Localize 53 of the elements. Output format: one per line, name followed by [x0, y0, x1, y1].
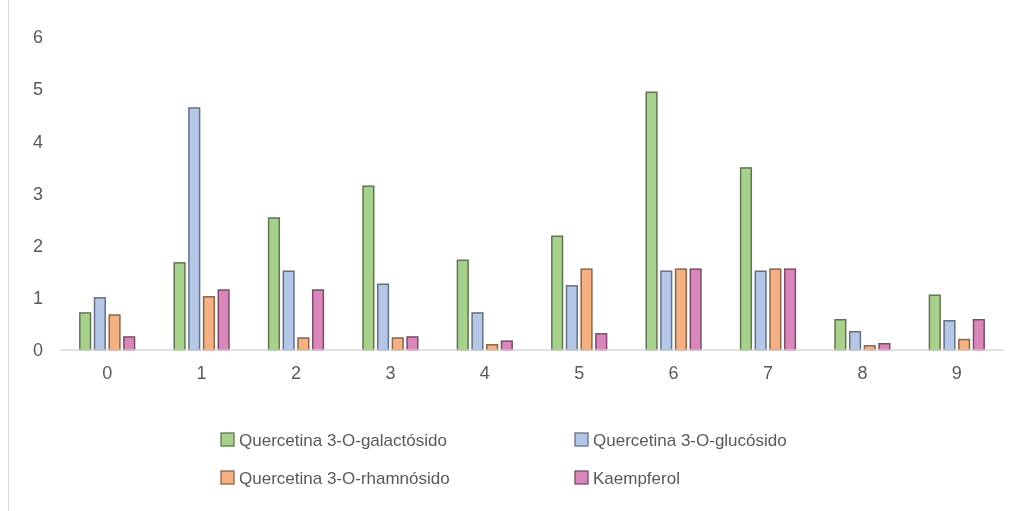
x-tick-label: 9 [951, 363, 962, 383]
bar [376, 283, 390, 351]
bar [173, 262, 186, 351]
bar [660, 270, 673, 351]
bar [202, 296, 216, 351]
bar [595, 333, 608, 351]
bar [928, 294, 941, 351]
x-tick-label: 6 [668, 363, 679, 383]
x-tick-label: 0 [102, 363, 113, 383]
bar [93, 297, 106, 351]
bar [551, 235, 564, 351]
bar [769, 268, 782, 351]
x-tick-label: 5 [574, 363, 585, 383]
bar [689, 268, 702, 351]
bar [267, 217, 281, 351]
y-tick-label: 3 [32, 183, 44, 204]
bar [471, 312, 484, 351]
y-tick-label: 1 [32, 288, 44, 309]
bar [456, 259, 469, 351]
bar [972, 318, 985, 351]
bar [645, 91, 658, 351]
legend-label: Kaempferol [593, 468, 680, 488]
y-tick-label: 5 [32, 79, 44, 100]
bar [108, 314, 121, 351]
legend-label: Quercetina 3-O-galactósido [239, 430, 447, 450]
bar [217, 289, 230, 351]
x-tick-label: 8 [857, 363, 868, 383]
legend-label: Quercetina 3-O-rhamnósido [239, 468, 450, 488]
y-tick-label: 4 [32, 131, 44, 152]
bar [674, 268, 688, 351]
bar [943, 320, 956, 351]
bar [406, 336, 419, 351]
y-tick-label: 2 [32, 235, 44, 256]
x-tick-label: 3 [385, 363, 396, 383]
bar [848, 330, 862, 351]
bar [362, 185, 375, 351]
bar [282, 270, 295, 351]
bar [739, 167, 753, 351]
bar [580, 268, 593, 351]
bar [79, 312, 92, 351]
bar [834, 318, 847, 351]
x-tick-label: 4 [479, 363, 490, 383]
x-tick-label: 7 [762, 363, 774, 383]
y-tick-label: 0 [32, 340, 44, 361]
bar [783, 268, 797, 351]
x-tick-label: 2 [290, 363, 302, 383]
bar [311, 289, 325, 351]
x-tick-label: 1 [196, 363, 207, 383]
y-tick-label: 6 [32, 27, 44, 48]
legend-label: Quercetina 3-O-glucósido [593, 430, 787, 450]
bar [188, 107, 201, 351]
bar [565, 285, 578, 351]
bar [754, 270, 767, 351]
